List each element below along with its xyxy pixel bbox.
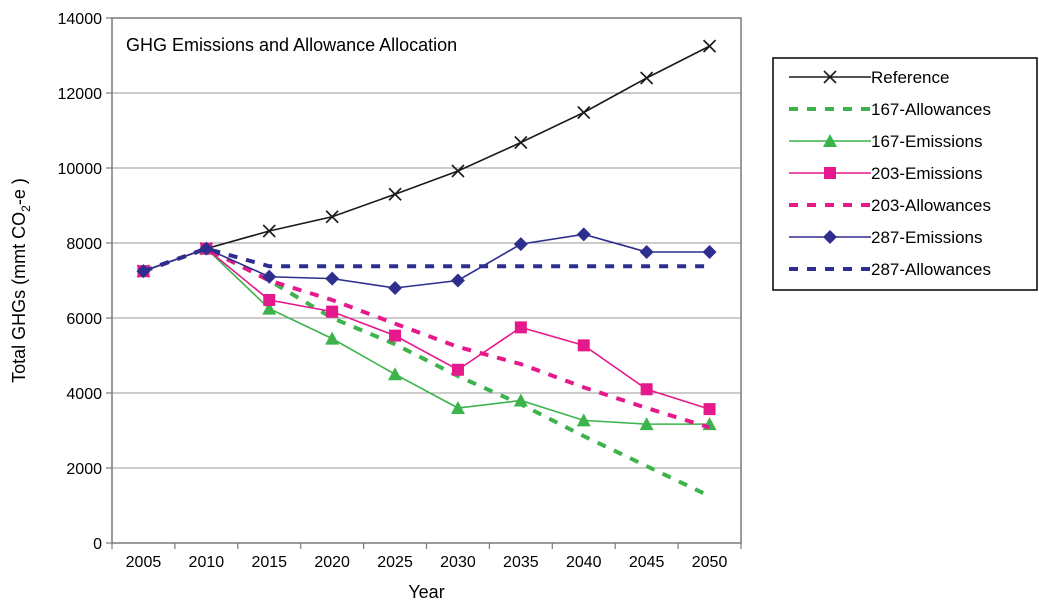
series-203-emissions xyxy=(137,242,716,416)
y-tick-label: 0 xyxy=(93,536,102,553)
data-point xyxy=(325,271,340,286)
x-tick-label: 2015 xyxy=(251,554,287,571)
data-point xyxy=(262,224,276,238)
legend-label: 167-Emissions xyxy=(871,132,983,151)
legend-item: 203-Allowances xyxy=(789,196,991,215)
data-point xyxy=(262,301,277,315)
y-tick-label: 2000 xyxy=(66,461,102,478)
series-line xyxy=(142,246,710,274)
y-tick-label: 14000 xyxy=(58,11,103,28)
x-tick-label: 2010 xyxy=(189,554,225,571)
data-point xyxy=(326,305,339,318)
x-tick-label: 2045 xyxy=(629,554,665,571)
data-point xyxy=(823,70,837,84)
legend-item: 287-Emissions xyxy=(789,228,983,247)
data-point xyxy=(263,294,276,306)
y-tick-label: 6000 xyxy=(66,311,102,328)
y-tick-label: 10000 xyxy=(58,161,103,178)
legend-label: 167-Allowances xyxy=(871,100,991,119)
legend-item: 203-Emissions xyxy=(789,164,983,183)
data-point xyxy=(514,321,527,334)
x-tick-label: 2020 xyxy=(314,554,350,571)
x-tick-label: 2035 xyxy=(503,554,539,571)
x-tick-label: 2025 xyxy=(377,554,413,571)
x-axis-title: Year xyxy=(408,582,444,602)
legend-label: Reference xyxy=(871,68,949,87)
plot-area xyxy=(111,17,742,544)
series-287-emissions xyxy=(136,227,717,295)
data-point xyxy=(199,241,214,256)
data-point xyxy=(514,135,528,150)
series-line xyxy=(142,246,711,498)
x-tick-label: 2005 xyxy=(126,554,162,571)
legend-item: 287-Allowances xyxy=(789,260,991,279)
y-tick-label: 4000 xyxy=(66,386,102,403)
data-point xyxy=(388,187,402,201)
y-axis-title: Total GHGs (mmt CO2-e ) xyxy=(9,178,33,383)
chart-title: GHG Emissions and Allowance Allocation xyxy=(126,35,457,55)
series-203-allowances xyxy=(142,246,711,430)
data-point xyxy=(450,401,465,414)
legend-label: 203-Emissions xyxy=(871,164,983,183)
series-reference xyxy=(136,39,717,278)
data-point xyxy=(703,403,716,416)
data-point xyxy=(513,393,528,407)
series-line xyxy=(143,233,710,289)
legend-item: 167-Allowances xyxy=(789,100,991,119)
data-point xyxy=(823,230,837,244)
legend-item: Reference xyxy=(789,68,949,87)
series-line xyxy=(143,247,710,425)
series xyxy=(136,39,717,498)
data-point xyxy=(388,281,403,295)
data-point xyxy=(639,417,654,431)
data-point xyxy=(823,134,837,147)
data-point xyxy=(388,367,403,381)
y-tick-label: 8000 xyxy=(66,236,102,253)
series-287-allowances xyxy=(142,246,710,274)
y-axis-title-tail: -e ) xyxy=(9,178,29,205)
data-point xyxy=(824,167,836,179)
data-point xyxy=(513,237,528,252)
y-tick-label: 12000 xyxy=(58,86,103,103)
axes: 0 2000 4000 6000 8000 10000 12000 14000 2005 2010… xyxy=(58,11,742,571)
series-167-emissions xyxy=(136,241,717,431)
series-167-allowances xyxy=(142,246,711,498)
legend-label: 287-Emissions xyxy=(871,228,983,247)
data-point xyxy=(577,339,590,352)
data-point xyxy=(577,105,591,120)
data-point xyxy=(639,245,654,259)
data-point xyxy=(702,245,717,259)
data-point xyxy=(640,383,653,396)
data-point xyxy=(450,273,465,288)
legend-item: 167-Emissions xyxy=(789,132,983,151)
data-point xyxy=(702,39,717,53)
data-point xyxy=(576,227,591,242)
data-point xyxy=(325,210,339,224)
data-point xyxy=(640,71,654,85)
data-point xyxy=(451,363,464,376)
data-point xyxy=(262,269,277,284)
series-line xyxy=(143,247,710,410)
y-axis-title-main: Total GHGs (mmt CO xyxy=(9,212,29,383)
x-tick-label: 2040 xyxy=(566,554,602,571)
legend-box xyxy=(772,57,1038,291)
y-axis-title-subscript: 2 xyxy=(19,205,33,212)
legend-label: 287-Allowances xyxy=(871,260,991,279)
data-point xyxy=(389,329,402,342)
x-tick-label: 2050 xyxy=(692,554,728,571)
series-line xyxy=(143,45,710,272)
data-point xyxy=(325,331,340,345)
legend: Reference 167-Allowances 167-Emissions 203-… xyxy=(772,57,1038,291)
data-point xyxy=(576,413,591,427)
series-line xyxy=(142,246,711,430)
legend-label: 203-Allowances xyxy=(871,196,991,215)
data-point xyxy=(451,164,465,178)
x-tick-label: 2030 xyxy=(440,554,476,571)
